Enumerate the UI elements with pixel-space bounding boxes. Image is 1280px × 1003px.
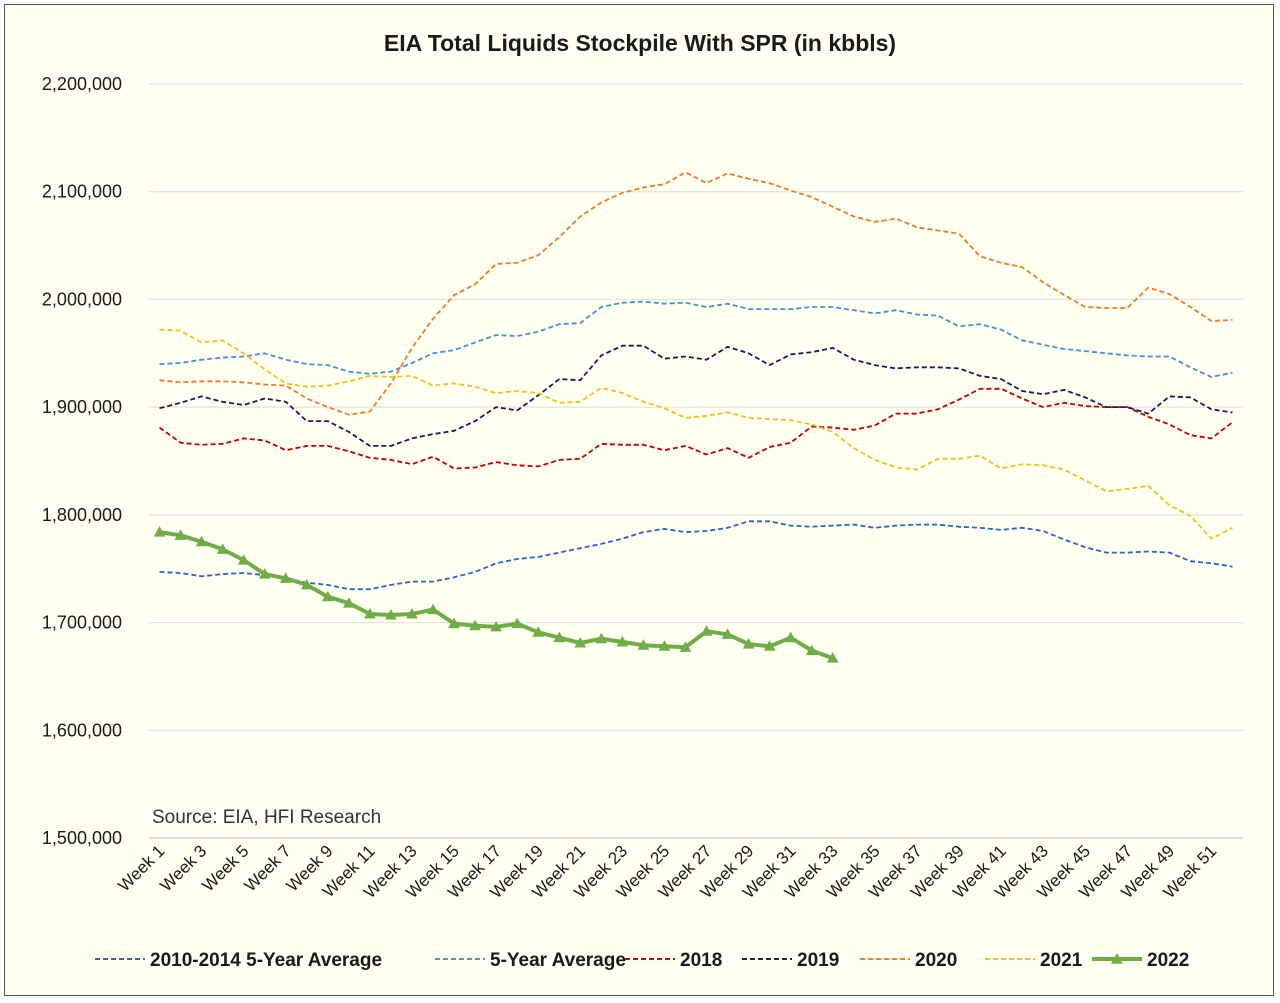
data-point-2022 bbox=[574, 637, 587, 648]
data-point-2022 bbox=[826, 652, 839, 663]
data-point-2022 bbox=[700, 625, 713, 636]
x-tick-label: Week 5 bbox=[199, 841, 253, 895]
data-point-2022 bbox=[195, 535, 208, 547]
series-line-2022 bbox=[159, 530, 834, 660]
data-point-2022 bbox=[469, 619, 481, 631]
chart-frame bbox=[4, 4, 1274, 996]
series-line-2020 bbox=[159, 171, 1233, 416]
series-line-2010-2014-5-year-average bbox=[159, 520, 1233, 591]
legend-label: 2022 bbox=[1147, 950, 1189, 971]
y-tick-label: 1,500,000 bbox=[42, 828, 122, 848]
y-tick-label: 2,000,000 bbox=[42, 289, 122, 309]
data-point-2022 bbox=[616, 635, 629, 647]
data-point-2022 bbox=[637, 639, 650, 650]
data-point-2022 bbox=[174, 529, 187, 540]
y-tick-label: 2,200,000 bbox=[42, 74, 122, 94]
y-tick-label: 1,800,000 bbox=[42, 505, 122, 525]
data-point-2022 bbox=[153, 526, 166, 537]
y-tick-label: 1,900,000 bbox=[42, 397, 122, 417]
source-annotation: Source: EIA, HFI Research bbox=[152, 807, 381, 828]
data-point-2022 bbox=[742, 638, 755, 649]
data-point-2022 bbox=[595, 632, 608, 644]
legend-label: 5-Year Average bbox=[490, 950, 626, 971]
data-point-2022 bbox=[721, 628, 734, 639]
data-point-2022 bbox=[658, 640, 671, 651]
data-point-2022 bbox=[490, 620, 502, 632]
data-point-2022 bbox=[448, 617, 460, 629]
x-tick-label: Week 3 bbox=[156, 841, 210, 895]
data-point-2022 bbox=[553, 631, 566, 643]
y-tick-label: 1,700,000 bbox=[42, 613, 122, 633]
data-point-2022 bbox=[427, 603, 439, 615]
data-point-2022 bbox=[406, 607, 418, 619]
series-line-2019 bbox=[159, 344, 1233, 447]
data-point-2022 bbox=[511, 617, 524, 629]
legend-label: 2019 bbox=[797, 950, 839, 971]
series-line-2021 bbox=[159, 328, 1233, 540]
data-point-2022 bbox=[237, 554, 250, 565]
data-point-2022 bbox=[784, 631, 797, 643]
data-point-2022 bbox=[258, 568, 271, 579]
data-point-2022 bbox=[300, 578, 313, 590]
series-line-5-year-average bbox=[159, 300, 1233, 378]
x-tick-label: Week 7 bbox=[241, 841, 295, 895]
y-tick-label: 1,600,000 bbox=[42, 720, 122, 740]
data-point-2022 bbox=[385, 609, 397, 620]
chart-title: EIA Total Liquids Stockpile With SPR (in… bbox=[384, 30, 896, 56]
legend-label: 2021 bbox=[1040, 950, 1083, 971]
legend-marker bbox=[1111, 953, 1123, 964]
data-point-2022 bbox=[532, 626, 545, 637]
data-point-2022 bbox=[216, 543, 229, 554]
legend-label: 2020 bbox=[915, 950, 957, 971]
data-point-2022 bbox=[279, 572, 292, 583]
data-point-2022 bbox=[343, 597, 355, 608]
legend-label: 2010-2014 5-Year Average bbox=[150, 950, 382, 971]
y-tick-label: 2,100,000 bbox=[42, 182, 122, 202]
legend-label: 2018 bbox=[680, 950, 722, 971]
data-point-2022 bbox=[321, 590, 334, 602]
series-line-2018 bbox=[158, 387, 1234, 470]
data-point-2022 bbox=[763, 640, 776, 651]
x-tick-label: Week 1 bbox=[114, 841, 168, 895]
data-point-2022 bbox=[805, 644, 818, 656]
data-point-2022 bbox=[364, 607, 376, 619]
data-point-2022 bbox=[679, 641, 692, 652]
